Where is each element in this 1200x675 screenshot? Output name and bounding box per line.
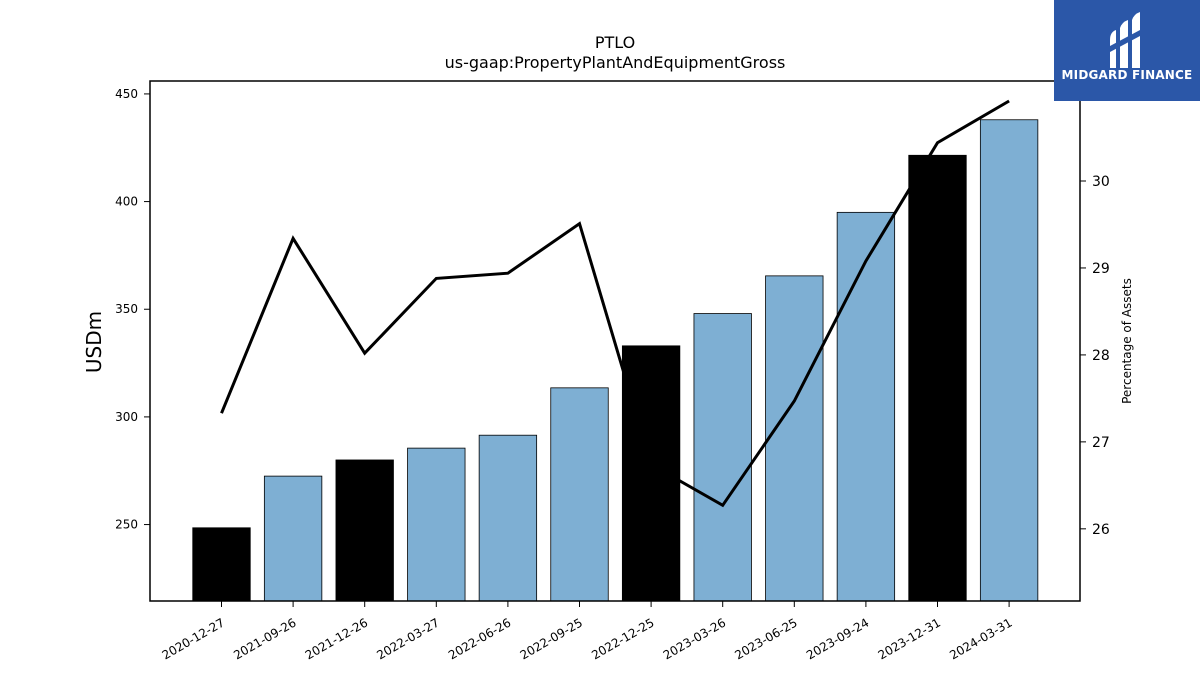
- left-tick-label-450: 450: [115, 87, 138, 101]
- bar-2023-12-31: [908, 154, 967, 602]
- bar-2023-06-25: [765, 275, 824, 602]
- left-tick-label-400: 400: [115, 195, 138, 209]
- y2-axis-label: Percentage of Assets: [1120, 278, 1134, 404]
- right-tick-label-30: 30: [1092, 174, 1110, 190]
- right-tick-label-26: 26: [1092, 522, 1110, 538]
- bar-2022-06-26: [478, 434, 538, 602]
- x-tick-label-2024-03-31: 2024-03-31: [947, 615, 1014, 662]
- percentage-line: [220, 99, 1010, 508]
- x-tick-label-2023-06-25: 2023-06-25: [732, 615, 799, 662]
- left-axis-ticks: 250 300 350 400 450: [115, 87, 150, 532]
- bar-2023-03-26: [693, 313, 752, 602]
- y-axis-label: USDm: [82, 311, 106, 373]
- bar-2022-12-25: [621, 345, 681, 602]
- bar-2021-12-26: [335, 459, 394, 602]
- bar-2022-03-27: [407, 447, 466, 602]
- bar-2021-09-26: [263, 475, 323, 602]
- x-tick-label-2022-09-25: 2022-09-25: [518, 615, 585, 662]
- line-series: [220, 99, 1010, 508]
- x-axis-ticks: 2020-12-27 2021-09-26 2021-12-26 2022-03-27…: [160, 601, 1015, 662]
- right-tick-label-29: 29: [1092, 261, 1110, 277]
- x-tick-label-2023-03-26: 2023-03-26: [661, 615, 728, 662]
- x-tick-label-2021-12-26: 2021-12-26: [303, 615, 370, 662]
- right-tick-label-27: 27: [1092, 435, 1110, 451]
- right-tick-label-28: 28: [1092, 348, 1110, 364]
- x-tick-label-2020-12-27: 2020-12-27: [160, 615, 227, 662]
- x-tick-label-2022-06-26: 2022-06-26: [446, 615, 513, 662]
- logo-text: MIDGARD FINANCE: [1061, 68, 1193, 82]
- bar-2024-03-31: [979, 119, 1039, 602]
- bar-2022-09-25: [550, 387, 609, 602]
- right-axis-ticks: 26 27 28 29 30: [1080, 174, 1110, 538]
- x-tick-label-2023-12-31: 2023-12-31: [876, 615, 943, 662]
- bar-series: [192, 119, 1039, 602]
- left-tick-label-300: 300: [115, 410, 138, 424]
- chart-title: PTLO: [595, 33, 635, 52]
- bar-2023-09-24: [836, 211, 896, 602]
- bar-2020-12-27: [192, 527, 251, 602]
- x-tick-label-2023-09-24: 2023-09-24: [804, 615, 871, 662]
- midgard-logo-icon: [1110, 12, 1140, 68]
- x-tick-label-2021-09-26: 2021-09-26: [231, 615, 298, 662]
- left-tick-label-350: 350: [115, 302, 138, 316]
- chart-subtitle: us-gaap:PropertyPlantAndEquipmentGross: [445, 53, 786, 72]
- left-tick-label-250: 250: [115, 518, 138, 532]
- x-tick-label-2022-12-25: 2022-12-25: [589, 615, 656, 662]
- plot-frame: [149, 80, 1081, 602]
- midgard-finance-logo: MIDGARD FINANCE: [1054, 0, 1200, 101]
- x-tick-label-2022-03-27: 2022-03-27: [374, 615, 441, 662]
